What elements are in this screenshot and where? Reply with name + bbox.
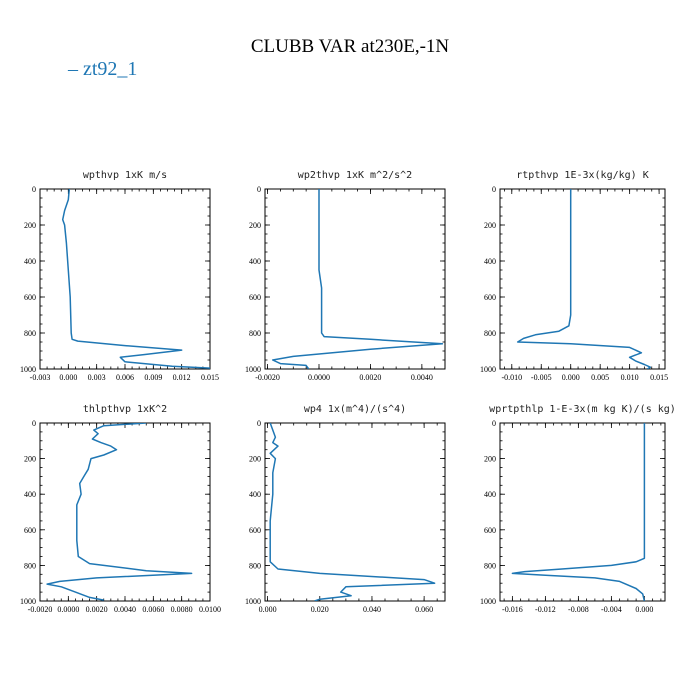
y-tick-label: 0 (32, 419, 36, 428)
y-tick-label: 1000 (245, 365, 261, 374)
y-tick-label: 1000 (480, 365, 496, 374)
x-tick-label: 0.010 (621, 373, 639, 382)
x-tick-label: 0.000 (635, 605, 653, 614)
x-tick-label: 0.0020 (86, 605, 108, 614)
series-line (511, 423, 646, 601)
y-tick-label: 800 (24, 329, 36, 338)
y-tick-label: 400 (484, 257, 496, 266)
y-tick-label: 600 (249, 293, 261, 302)
y-tick-label: 1000 (245, 597, 261, 606)
y-tick-label: 1000 (20, 597, 36, 606)
panel-title: wprtpthlp 1-E-3x(m kg K)/(s kg) (489, 404, 676, 415)
x-tick-label: -0.012 (535, 605, 556, 614)
x-tick-label: -0.010 (501, 373, 522, 382)
x-tick-label: 0.0000 (308, 373, 330, 382)
x-tick-label: 0.0080 (171, 605, 193, 614)
x-tick-label: 0.000 (59, 373, 77, 382)
y-tick-label: 400 (249, 490, 261, 499)
series-line (271, 189, 444, 369)
legend-label: zt92_1 (83, 58, 138, 80)
panel-title: thlpthvp 1xK^2 (83, 404, 167, 415)
x-tick-label: 0.003 (88, 373, 106, 382)
x-tick-label: -0.0020 (255, 373, 280, 382)
y-tick-label: 600 (484, 293, 496, 302)
y-tick-label: 800 (24, 561, 36, 570)
y-tick-label: 400 (249, 257, 261, 266)
series-line (61, 189, 210, 369)
x-tick-label: 0.0060 (142, 605, 164, 614)
x-tick-label: 0.0040 (411, 373, 433, 382)
y-tick-label: 800 (249, 329, 261, 338)
y-tick-label: 0 (32, 185, 36, 194)
x-tick-label: -0.004 (601, 605, 622, 614)
panel-title: rtpthvp 1E-3x(kg/kg) K (516, 170, 648, 181)
y-tick-label: 200 (484, 455, 496, 464)
x-tick-label: -0.016 (502, 605, 523, 614)
x-tick-label: 0.0100 (199, 605, 221, 614)
plot-panel-1: wpthvp 1xK m/s 0 200 400 600 800 1000-0.003 0.0… (20, 170, 219, 382)
x-tick-label: -0.005 (531, 373, 552, 382)
panel-title: wp4 1x(m^4)/(s^4) (304, 404, 406, 415)
y-tick-label: 200 (24, 455, 36, 464)
y-tick-label: 400 (484, 490, 496, 499)
legend: – zt92_1 (68, 58, 137, 81)
panel-title: wp2thvp 1xK m^2/s^2 (298, 170, 412, 181)
y-tick-label: 800 (484, 329, 496, 338)
x-tick-label: 0.012 (173, 373, 191, 382)
panel-title: wpthvp 1xK m/s (83, 170, 167, 181)
x-tick-label: 0.0020 (359, 373, 381, 382)
x-tick-label: 0.000 (562, 373, 580, 382)
series-line (46, 423, 193, 601)
x-tick-label: -0.0020 (28, 605, 53, 614)
x-tick-label: -0.003 (30, 373, 51, 382)
y-tick-label: 1000 (20, 365, 36, 374)
x-tick-label: 0.009 (144, 373, 162, 382)
legend-line-marker: – (68, 58, 83, 80)
plot-panel-6: wprtpthlp 1-E-3x(m kg K)/(s kg) 0 200 400 60… (480, 404, 676, 614)
x-tick-label: -0.008 (568, 605, 589, 614)
y-tick-label: 0 (492, 185, 496, 194)
y-tick-label: 400 (24, 257, 36, 266)
y-tick-label: 800 (249, 561, 261, 570)
x-tick-label: 0.015 (650, 373, 668, 382)
x-tick-label: 0.020 (311, 605, 329, 614)
series-line (269, 423, 436, 601)
plot-panel-3: rtpthvp 1E-3x(kg/kg) K02004006008001000-… (480, 170, 668, 382)
plot-panel-2: wp2thvp 1xK m^2/s^2 0 200 400 600 800 1000-0.0… (245, 170, 446, 382)
y-tick-label: 600 (24, 526, 36, 535)
x-tick-label: 0.006 (116, 373, 134, 382)
x-tick-label: 0.015 (201, 373, 219, 382)
y-tick-label: 200 (24, 221, 36, 230)
y-tick-label: 600 (249, 526, 261, 535)
x-tick-label: 0.040 (363, 605, 381, 614)
y-tick-label: 400 (24, 490, 36, 499)
y-tick-label: 600 (484, 526, 496, 535)
y-tick-label: 0 (492, 419, 496, 428)
y-tick-label: 600 (24, 293, 36, 302)
y-tick-label: 0 (257, 419, 261, 428)
y-tick-label: 800 (484, 561, 496, 570)
x-tick-label: 0.0000 (57, 605, 79, 614)
x-tick-label: 0.060 (415, 605, 433, 614)
plot-frame (39, 188, 211, 370)
series-line (516, 189, 652, 369)
y-tick-label: 1000 (480, 597, 496, 606)
plot-frame (264, 422, 446, 602)
y-tick-label: 200 (484, 221, 496, 230)
y-tick-label: 0 (257, 185, 261, 194)
x-tick-label: 0.0040 (114, 605, 136, 614)
y-tick-label: 200 (249, 455, 261, 464)
figure-title: CLUBB VAR at230E,-1N (250, 36, 450, 57)
x-tick-label: 0.000 (259, 605, 277, 614)
y-tick-label: 200 (249, 221, 261, 230)
x-tick-label: 0.005 (591, 373, 609, 382)
plot-panel-4: thlpthvp 1xK^2 0 200 400 600 800 1000-0.0020 0.… (20, 404, 221, 614)
